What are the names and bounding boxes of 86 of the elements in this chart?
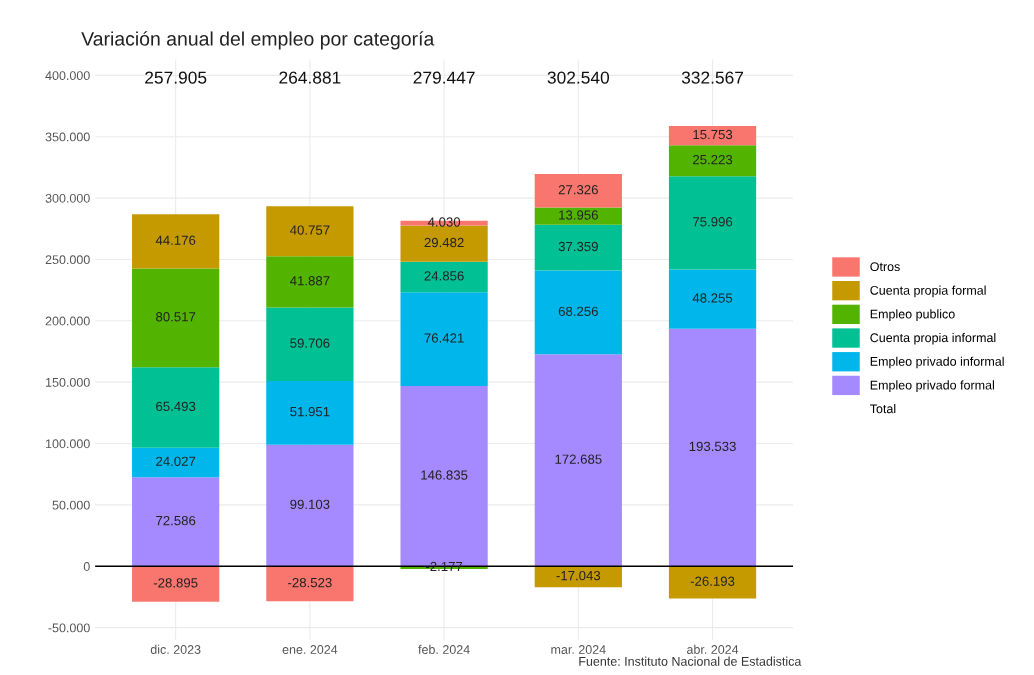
data-label: -26.193 xyxy=(690,576,735,586)
data-label: 76.421 xyxy=(424,333,464,343)
legend-label: Empleo publico xyxy=(870,309,955,321)
legend-label: Cuenta propia formal xyxy=(870,285,986,298)
data-label: -28.523 xyxy=(288,577,332,588)
bar xyxy=(400,292,488,387)
data-label: 59.706 xyxy=(290,338,330,348)
data-label: 29.482 xyxy=(424,237,464,248)
y-tick-label: 100.000 xyxy=(46,439,90,449)
x-tick-label: feb. 2024 xyxy=(418,644,470,654)
bar xyxy=(400,225,488,262)
x-tick-label: ene. 2024 xyxy=(282,645,338,654)
legend-label: Cuenta propia informal xyxy=(870,332,996,345)
bar xyxy=(668,566,757,599)
bar xyxy=(668,269,757,329)
data-label: 68.256 xyxy=(558,306,598,316)
data-label: 24.856 xyxy=(424,271,464,281)
data-label: -2.177 xyxy=(425,561,463,572)
data-label: 80.517 xyxy=(156,312,196,322)
data-label: 40.757 xyxy=(290,225,330,235)
bar xyxy=(668,176,757,270)
legend-label: Otros xyxy=(870,262,900,272)
y-tick-label: 150.000 xyxy=(46,377,90,387)
bar xyxy=(132,268,220,368)
y-tick-label: 350.000 xyxy=(45,132,90,142)
annotation: 332.567 xyxy=(681,71,744,84)
y-tick-label: 400.000 xyxy=(45,71,90,81)
data-label: 4.030 xyxy=(427,217,461,227)
data-label: 72.586 xyxy=(156,515,196,526)
bar xyxy=(132,447,220,478)
bar xyxy=(534,354,622,567)
bar xyxy=(668,145,757,177)
bar xyxy=(668,125,757,146)
data-label: 146.835 xyxy=(421,470,468,480)
y-tick-label: 300.000 xyxy=(45,193,90,203)
data-label: 75.996 xyxy=(693,217,733,227)
data-label: 48.255 xyxy=(692,293,733,303)
data-label: 51.951 xyxy=(290,406,330,417)
data-label: 25.223 xyxy=(693,154,733,165)
bar xyxy=(132,566,220,602)
y-tick-label: 250.000 xyxy=(45,255,90,265)
x-tick-label: abr. 2024 xyxy=(687,644,739,654)
annotation: 279.447 xyxy=(413,71,475,84)
bar xyxy=(266,566,354,602)
data-label: 15.753 xyxy=(693,129,733,140)
annotation: 302.540 xyxy=(547,71,610,84)
bar xyxy=(266,206,354,257)
x-tick-label: dic. 2023 xyxy=(150,644,201,654)
annotation: 257.905 xyxy=(145,71,207,84)
bar xyxy=(266,307,354,381)
chart-title: Variación anual del empleo por categoría xyxy=(81,31,435,50)
data-label: 13.956 xyxy=(559,210,598,220)
bar xyxy=(400,261,488,293)
data-label: 99.103 xyxy=(290,499,330,509)
bar xyxy=(534,174,622,208)
data-label: 65.493 xyxy=(156,401,196,412)
data-label: 193.533 xyxy=(689,441,736,452)
x-tick-label: mar. 2024 xyxy=(551,645,606,654)
bar xyxy=(534,224,622,271)
bar xyxy=(668,328,757,567)
bar xyxy=(534,270,622,355)
source-note: Fuente: Instituto Nacional de Estadistica xyxy=(579,656,802,666)
annotation: 264.881 xyxy=(279,71,341,84)
data-label: 37.359 xyxy=(558,241,598,252)
bar xyxy=(132,367,220,448)
legend-label: Empleo privado informal xyxy=(870,356,1004,369)
data-label: 27.326 xyxy=(558,185,598,195)
text: Total xyxy=(870,404,896,414)
y-tick-label: 50.000 xyxy=(52,500,90,510)
data-label: 44.176 xyxy=(155,235,196,245)
bar xyxy=(534,207,622,225)
bar xyxy=(266,380,354,445)
bar xyxy=(266,256,354,308)
y-tick-label: 200.000 xyxy=(45,316,90,326)
data-label: -28.895 xyxy=(153,578,198,588)
y-tick-label: -50.000 xyxy=(48,623,90,633)
bar xyxy=(132,477,220,567)
bar xyxy=(266,444,354,567)
data-label: 41.887 xyxy=(290,276,330,286)
data-label: 172.685 xyxy=(555,454,602,464)
bar xyxy=(132,214,220,269)
legend-label: Empleo privado formal xyxy=(870,380,994,392)
data-label: -17.043 xyxy=(556,570,601,581)
bar xyxy=(534,566,622,588)
y-tick-label: 0 xyxy=(83,562,90,571)
data-label: 24.027 xyxy=(156,456,196,466)
